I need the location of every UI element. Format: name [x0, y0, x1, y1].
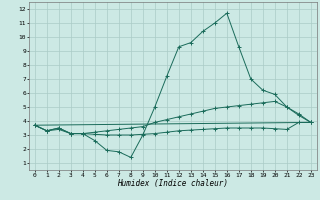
X-axis label: Humidex (Indice chaleur): Humidex (Indice chaleur) — [117, 179, 228, 188]
